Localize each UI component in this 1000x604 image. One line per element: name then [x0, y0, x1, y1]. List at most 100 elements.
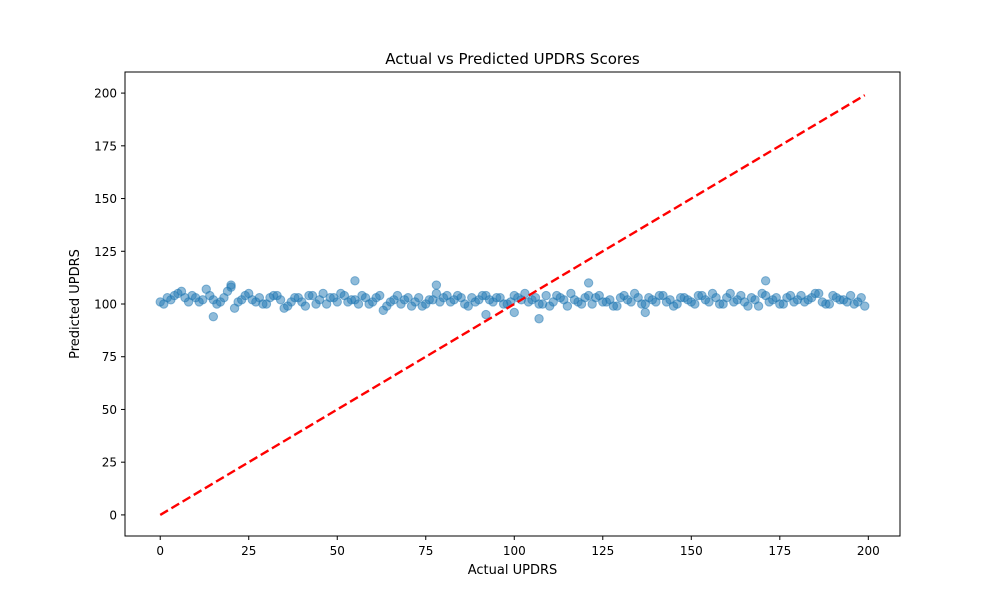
data-point — [336, 288, 346, 299]
data-point — [768, 295, 778, 305]
x-axis-label: Actual UPDRS — [468, 563, 558, 578]
data-point — [314, 295, 325, 305]
y-tick-label: 75 — [102, 350, 117, 364]
data-point — [647, 295, 658, 305]
data-point — [810, 288, 820, 299]
data-point — [385, 297, 396, 307]
data-point — [725, 288, 735, 299]
data-point — [860, 301, 870, 311]
data-point — [654, 290, 665, 301]
data-point — [718, 299, 728, 309]
x-tick-label: 25 — [241, 544, 256, 558]
data-point — [378, 305, 388, 316]
data-point — [201, 284, 211, 294]
data-point — [477, 290, 488, 301]
data-point — [173, 288, 183, 299]
x-tick-label: 175 — [768, 544, 791, 558]
data-point — [463, 301, 473, 311]
data-point — [435, 297, 445, 307]
data-point — [456, 292, 466, 303]
y-tick-label: 125 — [94, 245, 117, 259]
data-point — [208, 311, 219, 322]
data-point — [350, 295, 360, 305]
y-tick-label: 25 — [102, 456, 117, 470]
data-point — [159, 299, 169, 309]
y-axis-label: Predicted UPDRS — [68, 249, 83, 359]
y-tick-label: 175 — [94, 139, 117, 153]
data-point — [845, 290, 856, 301]
data-point — [371, 292, 381, 303]
data-point — [272, 290, 282, 301]
x-ticks: 0 25 50 75 100 125 150 175 200 — [156, 536, 880, 558]
data-point — [300, 301, 311, 311]
y-tick-label: 150 — [94, 192, 117, 206]
data-point — [605, 295, 615, 305]
data-point — [852, 297, 863, 307]
data-point — [711, 292, 721, 303]
x-tick-label: 50 — [330, 544, 345, 558]
data-point — [838, 295, 849, 305]
data-point — [782, 292, 792, 303]
data-point — [704, 297, 714, 307]
data-point — [236, 295, 247, 305]
data-point — [824, 299, 835, 309]
data-point — [576, 299, 587, 309]
data-point — [583, 278, 594, 288]
data-point — [293, 292, 303, 303]
chart-title: Actual vs Predicted UPDRS Scores — [385, 50, 640, 68]
data-point — [612, 301, 622, 311]
data-point — [803, 295, 813, 305]
data-point — [491, 292, 502, 303]
y-tick-label: 50 — [102, 403, 117, 417]
data-point — [187, 290, 197, 301]
data-point — [753, 301, 764, 311]
y-ticks: 0 25 50 75 100 125 150 175 200 — [94, 87, 125, 522]
data-point — [350, 276, 360, 286]
data-point — [796, 290, 806, 301]
data-point — [569, 295, 580, 305]
data-point — [413, 292, 424, 303]
x-tick-label: 200 — [857, 544, 880, 558]
data-point — [194, 297, 204, 307]
x-tick-label: 125 — [591, 544, 614, 558]
data-point — [307, 290, 318, 301]
data-point — [509, 307, 519, 318]
data-point — [520, 288, 530, 299]
data-point — [481, 309, 491, 320]
data-point — [244, 288, 254, 299]
y-tick-label: 200 — [94, 87, 117, 101]
data-point — [229, 303, 240, 313]
reference-line-layer — [159, 94, 866, 516]
data-point — [470, 297, 481, 307]
data-point — [562, 301, 573, 311]
data-point — [690, 299, 700, 309]
x-tick-label: 75 — [418, 544, 433, 558]
data-point — [527, 295, 537, 305]
data-point — [399, 295, 410, 305]
data-point — [364, 299, 374, 309]
data-point — [760, 290, 771, 301]
data-point — [215, 297, 226, 307]
data-point — [668, 301, 679, 311]
data-point — [534, 299, 544, 309]
data-point — [329, 292, 339, 303]
data-point — [789, 297, 799, 307]
points-layer — [155, 276, 870, 324]
data-point — [775, 299, 785, 309]
data-point — [534, 314, 544, 324]
data-point — [442, 290, 452, 301]
data-point — [258, 299, 268, 309]
data-point — [421, 299, 431, 309]
x-tick-label: 100 — [503, 544, 526, 558]
data-point — [697, 290, 707, 301]
x-tick-label: 0 — [156, 544, 164, 558]
data-point — [739, 297, 750, 307]
data-point — [633, 292, 643, 303]
y-tick-label: 0 — [109, 508, 117, 522]
data-point — [555, 292, 565, 303]
data-point — [548, 297, 558, 307]
data-point — [626, 297, 636, 307]
data-point — [321, 299, 332, 309]
